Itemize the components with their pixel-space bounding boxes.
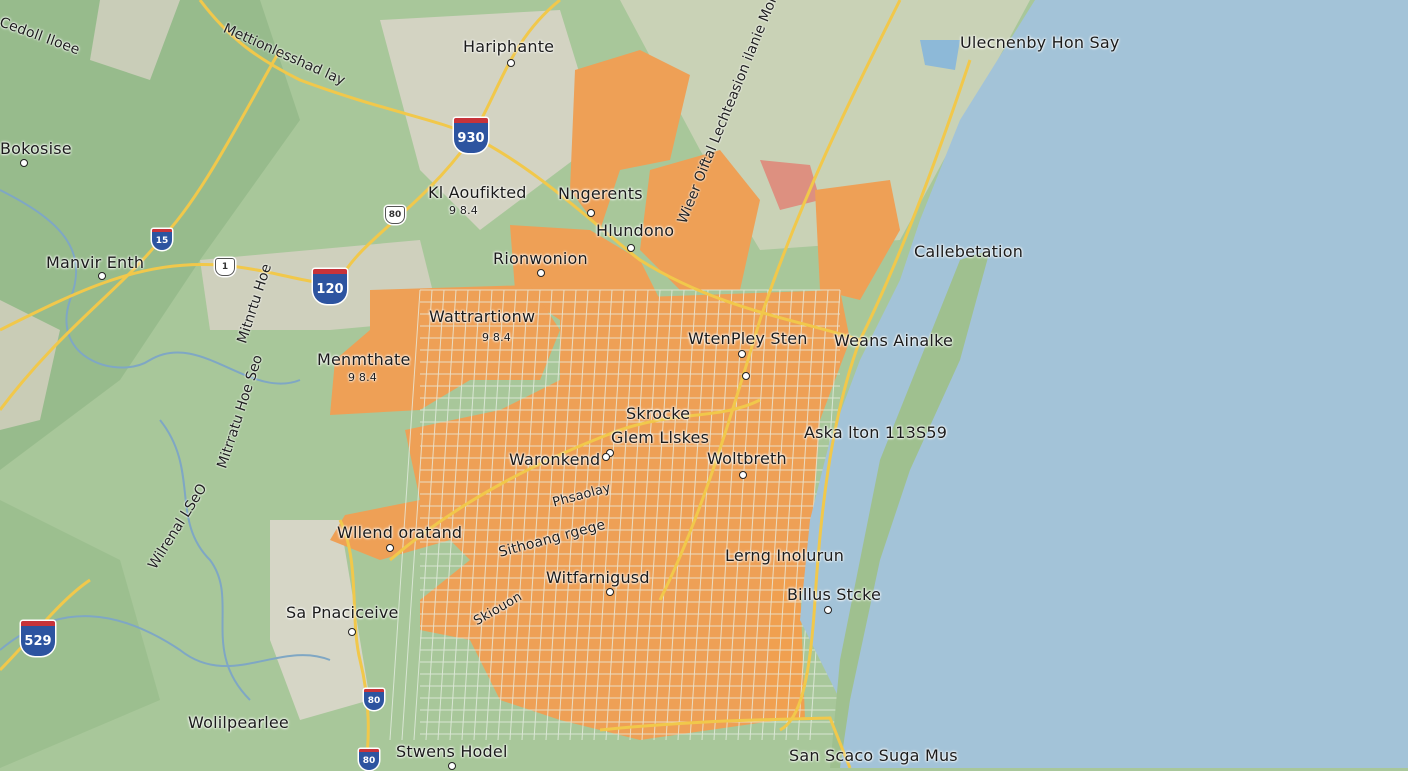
place-label: Waronkend (509, 450, 601, 469)
place-label: Glem Llskes (611, 428, 710, 447)
street-line (581, 289, 613, 741)
place-dot-icon (20, 159, 28, 167)
place-label: Ulecnenby Hon Say (960, 33, 1120, 52)
street-line (593, 289, 625, 741)
place-label: Callebetation (914, 242, 1024, 261)
street-grid (389, 289, 841, 741)
street-line (545, 289, 577, 741)
street-line (437, 289, 469, 741)
street-line (761, 289, 793, 741)
place-label: Wolilpearlee (188, 713, 289, 732)
place-dot-icon (448, 762, 456, 770)
place-label: Hlundono (596, 221, 675, 240)
place-label: Wllend oratand (337, 523, 463, 542)
interstate-shield-icon: 930 (454, 118, 488, 153)
street-line (629, 289, 661, 741)
place-label: Bokosise (0, 139, 72, 158)
street-line (473, 289, 505, 741)
interstate-shield-icon: 80 (364, 689, 384, 710)
route-shield-icon: 1 (215, 258, 235, 276)
place-sublabel: 9 8.4 (449, 204, 478, 217)
interstate-shield-icon: 80 (359, 749, 379, 770)
place-label: Weans Ainalke (834, 331, 954, 350)
place-dot-icon (742, 372, 750, 380)
place-sublabel: 9 8.4 (348, 371, 377, 384)
place-label: Billus Stcke (787, 585, 882, 604)
place-label: Nngerents (558, 184, 643, 203)
place-label: Rionwonion (493, 249, 588, 268)
street-line (497, 289, 529, 741)
street-line (509, 289, 541, 741)
place-dot-icon (587, 209, 595, 217)
street-line (389, 289, 421, 741)
street-line (725, 289, 757, 741)
place-dot-icon (507, 59, 515, 67)
street-line (737, 289, 769, 741)
street-line (785, 289, 817, 741)
street-line (425, 289, 457, 741)
place-label: Woltbreth (707, 449, 787, 468)
interstate-shield-icon: 15 (152, 229, 172, 250)
place-dot-icon (98, 272, 106, 280)
place-label: WtenPley Sten (688, 329, 808, 348)
place-label: Hariphante (463, 37, 555, 56)
place-label: Kl Aoufikted (428, 183, 527, 202)
street-line (617, 289, 649, 741)
place-label: Wattrartionw (429, 307, 536, 326)
place-label: Aska lton 113S59 (804, 423, 948, 442)
place-dot-icon (537, 269, 545, 277)
place-dot-icon (348, 628, 356, 636)
place-label: Sa Pnaciceive (286, 603, 399, 622)
street-line (605, 289, 637, 741)
street-line (677, 289, 709, 741)
interstate-shield-icon: 529 (21, 621, 55, 656)
interstate-shield-icon: 120 (313, 269, 347, 304)
place-dot-icon (627, 244, 635, 252)
place-label: Witfarnigusd (546, 568, 650, 587)
route-shield-icon: 80 (385, 206, 405, 224)
street-line (665, 289, 697, 741)
rivers (0, 189, 331, 701)
place-dot-icon (824, 606, 832, 614)
place-dot-icon (386, 544, 394, 552)
place-label: Lerng Inolurun (725, 546, 845, 565)
street-line (401, 289, 433, 741)
street-line (413, 289, 445, 741)
water-body (800, 0, 1408, 768)
street-line (641, 289, 673, 741)
street-line (773, 289, 805, 741)
place-label: Menmthate (317, 350, 411, 369)
street-line (749, 289, 781, 741)
street-line (701, 289, 733, 741)
place-label: San Scaco Suga Mus (789, 746, 958, 765)
street-line (689, 289, 721, 741)
place-label: Skrocke (626, 404, 691, 423)
street-line (713, 289, 745, 741)
street-line (461, 289, 493, 741)
place-label: Stwens Hodel (396, 742, 508, 761)
street-line (653, 289, 685, 741)
place-dot-icon (738, 350, 746, 358)
street-line (533, 289, 565, 741)
street-line (557, 289, 589, 741)
place-label: Manvir Enth (46, 253, 145, 272)
place-sublabel: 9 8.4 (482, 331, 511, 344)
street-line (449, 289, 481, 741)
place-dot-icon (606, 588, 614, 596)
street-line (485, 289, 517, 741)
street-line (569, 289, 601, 741)
place-dot-icon (602, 453, 610, 461)
street-line (521, 289, 553, 741)
place-dot-icon (739, 471, 747, 479)
